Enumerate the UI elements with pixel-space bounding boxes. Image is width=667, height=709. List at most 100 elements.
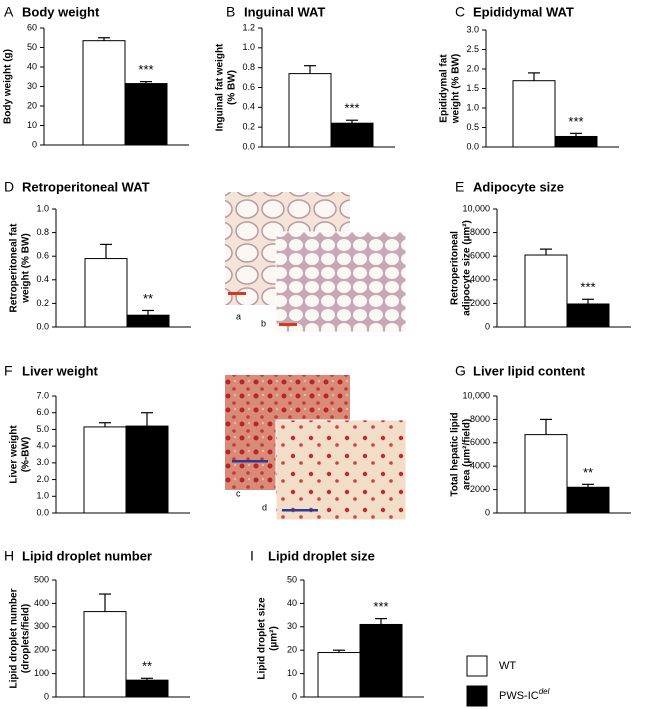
y-tick-label: 50 [27,42,37,52]
legend-label: WT [499,660,516,672]
panel-letter: D [4,179,14,195]
y-tick-label: 0.6 [36,251,49,261]
bar [566,303,610,328]
y-axis-label: Retroperitoneal fat [9,223,20,313]
significance: *** [344,101,359,116]
bar [317,652,361,698]
chart-title: Liver weight [22,363,99,378]
bar [126,314,170,328]
y-tick-label: 4.0 [36,441,49,451]
significance: *** [138,62,153,77]
bar [330,122,374,148]
y-axis-label: area (µm²/field) [462,419,473,490]
y-tick-label: 2.5 [466,44,479,54]
significance: ** [142,659,152,674]
y-tick-label: 20 [287,645,297,655]
legend: WT PWS-ICdel [466,655,550,707]
y-tick-label: 10 [287,668,297,678]
y-axis-label: (% BW) [227,70,238,105]
y-tick-label: 10,000 [462,390,490,400]
chart-title: Lipid droplet size [268,548,375,563]
y-tick-label: 2000 [470,298,490,308]
bar [125,679,169,698]
bar [84,258,128,328]
y-axis-label: (droplets/field) [21,604,32,673]
y-tick-label: 0.5 [466,122,479,132]
micrograph-b [275,231,407,333]
y-axis-label: Inguinal fat weight [215,43,226,131]
bar [512,80,556,148]
significance: *** [568,114,583,129]
image-label: b [261,318,266,328]
y-tick-label: 0 [485,321,490,331]
y-axis-label: Lipid droplet number [9,588,20,688]
y-tick-label: 300 [34,621,49,631]
y-tick-label: 2.0 [466,63,479,73]
y-axis-label: Epididymal fat [439,54,450,123]
y-tick-label: 0 [44,691,49,701]
y-tick-label: 1.0 [36,203,49,213]
legend-label: PWS-ICdel [499,687,550,702]
bar [83,426,127,514]
scale-bar [232,460,268,463]
chart-panel: H Lipid droplet number 0 100 200 300 400 500 Lip… [4,548,190,701]
chart-panel: G Liver lipid content 0 2000 4000 6000 8000 10,… [450,363,631,517]
legend-swatch [466,685,488,707]
y-tick-label: 20 [27,100,37,110]
y-tick-label: 4000 [470,461,490,471]
y-tick-label: 0.0 [466,141,479,151]
y-tick-label: 1.2 [242,22,255,32]
y-tick-label: 60 [27,22,37,32]
y-axis-label: Total hepatic lipid [450,412,461,496]
bar [524,434,568,514]
scale-bar [279,323,297,326]
y-tick-label: 50 [287,574,297,584]
y-tick-label: 0 [292,691,297,701]
y-tick-label: 1.0 [242,42,255,52]
y-axis-label: (µm²) [269,626,280,651]
significance: *** [373,599,388,614]
y-tick-label: 8000 [470,227,490,237]
y-tick-label: 1.0 [36,491,49,501]
y-axis-label: weight (% BW) [451,54,462,124]
bar [124,83,168,146]
y-tick-label: 500 [34,574,49,584]
panel-letter: I [250,548,254,564]
y-tick-label: 8000 [470,414,490,424]
y-tick-label: 0.4 [36,274,49,284]
y-axis-label: Liver weight [9,425,20,484]
y-tick-label: 10,000 [462,203,490,213]
chart-title: Body weight [22,4,100,19]
y-tick-label: 6000 [470,251,490,261]
image-label: a [236,311,241,321]
y-tick-label: 0.0 [36,507,49,517]
panel-letter: B [226,4,235,20]
chart-title: Lipid droplet number [22,548,152,563]
y-tick-label: 0 [485,507,490,517]
bar [524,254,568,328]
legend-swatch [466,655,488,677]
significance: ** [143,291,153,306]
y-axis-label: Lipid droplet size [257,597,268,680]
y-tick-label: 0.6 [242,82,255,92]
chart-title: Epididymal WAT [473,4,574,19]
y-tick-label: 6000 [470,437,490,447]
panel-letter: F [4,363,13,379]
y-tick-label: 0.8 [242,62,255,72]
y-axis-label: Retroperitoneal [450,231,461,305]
scale-bar [282,509,318,512]
chart-title: Liver lipid content [473,363,586,378]
y-tick-label: 0.2 [242,122,255,132]
bar [566,486,610,514]
y-tick-label: 5.0 [36,424,49,434]
chart-panel: C Epididymal WAT 0.0 0.5 1.0 1.5 2.0 2.5 3.0 Epid… [439,4,619,151]
chart-title: Inguinal WAT [244,4,325,19]
y-axis-label: Body weight (g) [3,49,14,124]
y-tick-label: 1.0 [466,102,479,112]
bar [359,623,403,698]
y-tick-label: 30 [27,81,37,91]
significance: *** [580,280,595,295]
chart-panel: I Lipid droplet size 0 10 20 30 40 50 Lipid drop… [250,548,424,701]
y-tick-label: 0.2 [36,298,49,308]
